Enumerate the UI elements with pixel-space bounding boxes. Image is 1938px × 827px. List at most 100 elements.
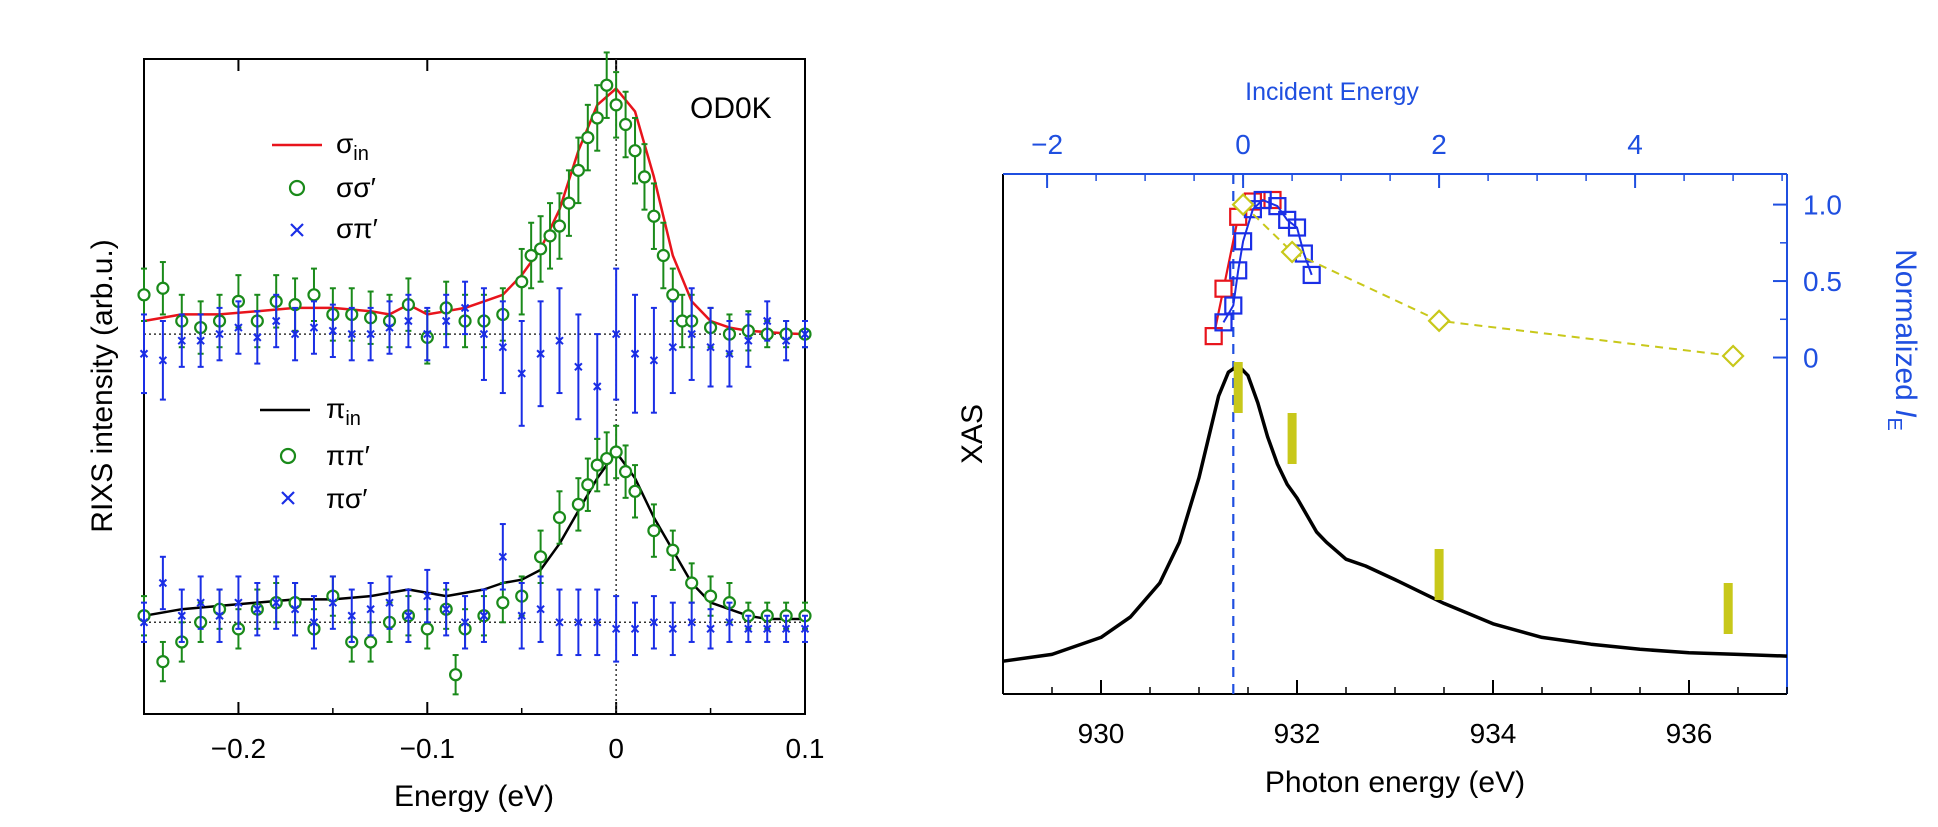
legend-pi-pi-label: ππ′ xyxy=(326,440,370,471)
right-y-tick-label: 0.5 xyxy=(1803,266,1842,297)
data-point-cross xyxy=(271,316,281,326)
data-point-circle xyxy=(307,288,321,302)
cross-stroke xyxy=(441,604,451,614)
right-secondary-axis-label: Normalized IE xyxy=(1883,249,1922,431)
data-point-cross xyxy=(309,323,319,332)
olive-diamond-point xyxy=(1721,344,1745,368)
data-point-cross xyxy=(574,618,583,627)
cross-stroke xyxy=(441,316,451,326)
data-point-circle xyxy=(685,576,699,590)
cross-stroke xyxy=(234,323,243,332)
data-point-circle xyxy=(609,445,623,459)
data-point-cross xyxy=(460,303,470,313)
data-point-cross xyxy=(706,624,715,634)
data-point-cross xyxy=(177,336,186,345)
data-point-cross xyxy=(668,342,678,352)
data-point-cross xyxy=(555,618,564,627)
data-point-cross xyxy=(309,618,319,627)
blue-square-point xyxy=(1302,265,1321,285)
cross-stroke xyxy=(479,611,489,620)
data-point-cross xyxy=(177,611,186,620)
data-point-cross xyxy=(630,624,640,634)
legend-pi-in-label: πin xyxy=(326,393,361,430)
cross-stroke xyxy=(555,336,564,345)
top-x-tick-label: −2 xyxy=(1031,129,1063,160)
data-point-circle xyxy=(552,510,567,525)
data-point-cross xyxy=(763,316,772,326)
top-x-tick-label: 0 xyxy=(1235,129,1251,160)
cross-stroke xyxy=(593,382,602,391)
cross-stroke xyxy=(536,604,545,614)
cross-stroke xyxy=(215,611,224,620)
data-point-cross xyxy=(725,618,734,627)
data-point-cross xyxy=(253,333,262,342)
data-point-cross xyxy=(347,329,356,339)
cross-stroke xyxy=(347,329,356,339)
data-point-cross xyxy=(611,329,621,339)
right-x-tick-label: 932 xyxy=(1274,718,1321,749)
legend-pi-sigma-marker xyxy=(281,491,295,505)
right-x-axis-label: Photon energy (eV) xyxy=(1265,766,1525,799)
cross-stroke xyxy=(498,342,508,352)
data-point-cross xyxy=(593,618,602,627)
cross-stroke xyxy=(649,356,659,365)
right-top-axis-label: Incident Energy xyxy=(1245,78,1419,106)
cross-stroke xyxy=(479,329,489,339)
cross-stroke xyxy=(347,611,356,620)
cross-stroke xyxy=(139,349,149,358)
blue-square-point xyxy=(1287,218,1307,237)
data-point-circle xyxy=(666,288,680,302)
left-plot-marks xyxy=(137,51,812,714)
data-point-cross xyxy=(347,611,356,620)
data-point-cross xyxy=(517,369,526,378)
data-point-circle xyxy=(515,275,529,289)
legend-sigma-pi-label: σπ′ xyxy=(336,213,378,244)
data-point-cross xyxy=(687,618,696,627)
legend-sigma-in-label: σin xyxy=(336,128,369,165)
data-point-cross xyxy=(687,329,696,339)
data-point-cross xyxy=(328,326,338,336)
left-x-tick-label: 0 xyxy=(608,733,624,764)
data-point-cross xyxy=(290,329,300,339)
left-title: OD0K xyxy=(690,92,772,125)
red-square-point xyxy=(1214,279,1233,298)
data-point-cross xyxy=(555,336,564,345)
data-point-circle xyxy=(552,219,567,233)
data-point-circle xyxy=(496,596,510,610)
data-point-cross xyxy=(479,611,489,620)
data-point-cross xyxy=(517,611,526,620)
cross-stroke xyxy=(423,329,432,339)
left-x-tick-label: 0.1 xyxy=(786,733,825,764)
cross-stroke xyxy=(234,598,243,607)
cross-stroke xyxy=(574,362,583,372)
data-point-cross xyxy=(404,611,413,620)
legend-sigma-sigma-label: σσ′ xyxy=(336,172,376,203)
data-point-cross xyxy=(536,349,545,358)
cross-stroke xyxy=(385,598,394,607)
cross-stroke xyxy=(177,336,186,345)
cross-stroke xyxy=(630,624,640,634)
data-point-circle xyxy=(156,281,170,295)
data-point-cross xyxy=(744,624,753,634)
data-point-cross xyxy=(744,336,753,345)
data-point-cross xyxy=(781,336,791,345)
cross-stroke xyxy=(517,369,526,378)
cross-stroke xyxy=(215,329,224,339)
data-point-cross xyxy=(763,624,772,634)
cross-stroke xyxy=(498,552,508,562)
data-point-circle xyxy=(533,550,548,564)
data-point-cross xyxy=(668,624,678,634)
right-plot-marks xyxy=(1002,174,1788,694)
cross-stroke xyxy=(158,578,168,588)
data-point-cross xyxy=(441,604,451,614)
data-point-circle xyxy=(656,248,670,263)
data-point-cross xyxy=(593,382,602,391)
data-point-circle xyxy=(618,465,633,479)
right-y-tick-label: 1.0 xyxy=(1803,190,1842,221)
cross-stroke xyxy=(744,624,753,634)
data-point-circle xyxy=(590,458,604,472)
cross-stroke xyxy=(725,349,734,358)
data-point-cross xyxy=(139,349,149,358)
cross-stroke xyxy=(574,618,583,627)
cross-stroke xyxy=(385,323,394,332)
